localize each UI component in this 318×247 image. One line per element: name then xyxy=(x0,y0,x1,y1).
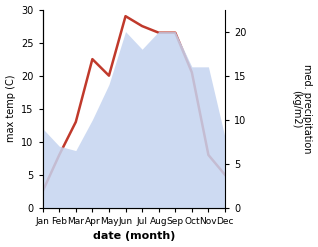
X-axis label: date (month): date (month) xyxy=(93,231,175,242)
Y-axis label: med. precipitation
(kg/m2): med. precipitation (kg/m2) xyxy=(291,64,313,153)
Y-axis label: max temp (C): max temp (C) xyxy=(5,75,16,143)
